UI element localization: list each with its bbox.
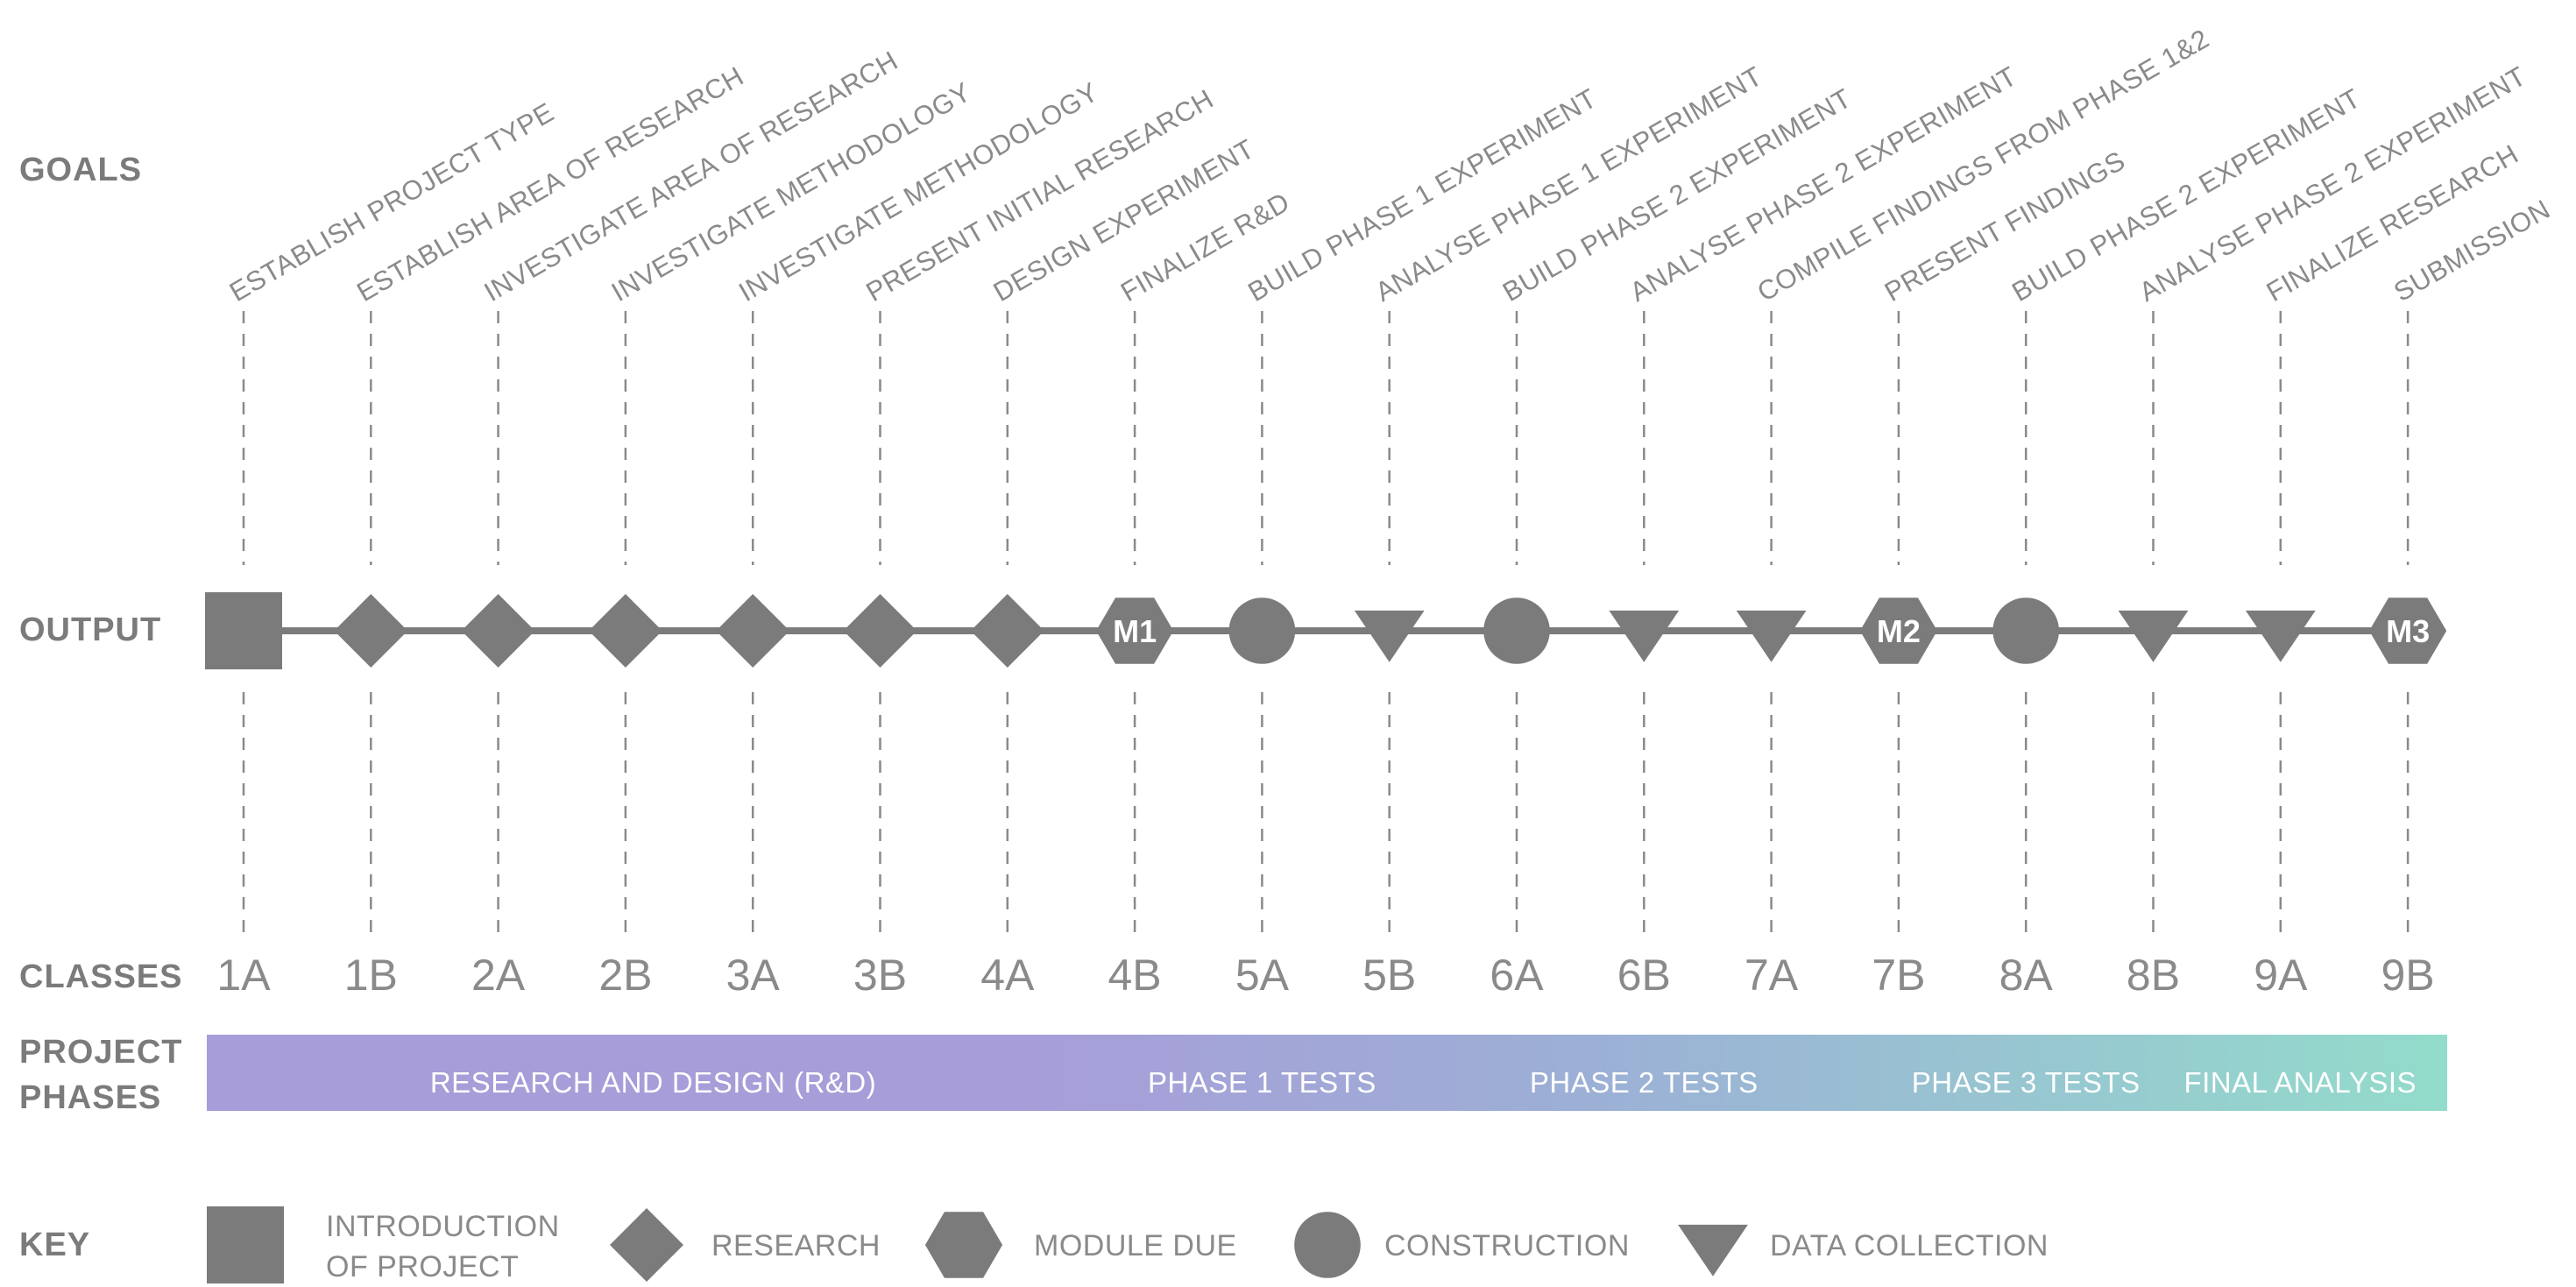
goal-label: COMPILE FINDINGS FROM PHASE 1&2 (1752, 23, 2215, 308)
class-label: 6B (1617, 951, 1671, 1000)
output-circle (1992, 598, 2059, 664)
key-square-icon (207, 1206, 284, 1283)
output-row-label: OUTPUT (19, 612, 161, 648)
class-label: 5A (1235, 951, 1290, 1000)
output-diamond (334, 594, 408, 668)
output-diamond (461, 594, 535, 668)
module-marker-label: M1 (1113, 613, 1157, 649)
module-marker-label: M3 (2386, 613, 2430, 649)
phase-labels: RESEARCH AND DESIGN (R&D) PHASE 1 TESTS PH… (430, 1066, 2417, 1099)
project-phases-bar (207, 1035, 2447, 1111)
goal-guide-lines (242, 311, 2410, 942)
class-label: 6A (1490, 951, 1544, 1000)
phase-label: FINAL ANALYSIS (2183, 1066, 2417, 1099)
class-label: 7A (1744, 951, 1799, 1000)
key-hexagon-icon (924, 1212, 1003, 1278)
output-triangle (1736, 610, 1807, 662)
key-label: RESEARCH (711, 1229, 881, 1262)
class-labels: 1A 1B 2A 2B 3A 3B 4A 4B 5A 5B 6A 6B 7A 7B 8A 8B 9A 9B (216, 951, 2434, 1000)
goals-row-label: GOALS (19, 152, 142, 188)
key-label-line2: OF PROJECT (326, 1250, 519, 1283)
key-label: MODULE DUE (1034, 1229, 1237, 1262)
class-label: 3B (853, 951, 907, 1000)
output-triangle (1354, 610, 1425, 662)
phase-label: PHASE 3 TESTS (1912, 1066, 2141, 1099)
project-phases-label-line1: PROJECT (19, 1034, 182, 1071)
class-label: 4A (980, 951, 1035, 1000)
key-triangle-icon (1678, 1224, 1748, 1276)
key-label: INTRODUCTION (326, 1210, 560, 1243)
key-label: DATA COLLECTION (1770, 1229, 2049, 1262)
output-circle (1228, 598, 1296, 664)
phase-label: PHASE 2 TESTS (1530, 1066, 1759, 1099)
class-label: 9B (2381, 951, 2435, 1000)
class-label: 8B (2127, 951, 2180, 1000)
classes-row-label: CLASSES (19, 958, 182, 995)
class-label: 7B (1872, 951, 1925, 1000)
output-triangle (1609, 610, 1680, 662)
class-label: 9A (2254, 951, 2308, 1000)
phase-label: RESEARCH AND DESIGN (R&D) (430, 1066, 876, 1099)
class-label: 1B (344, 951, 398, 1000)
output-diamond (843, 594, 917, 668)
class-label: 8A (1999, 951, 2054, 1000)
output-diamond (970, 594, 1044, 668)
output-diamond (588, 594, 662, 668)
class-label: 2A (471, 951, 526, 1000)
phase-label: PHASE 1 TESTS (1148, 1066, 1376, 1099)
class-label: 4B (1108, 951, 1162, 1000)
class-label: 5B (1362, 951, 1416, 1000)
output-markers: M1 M2 M3 (205, 592, 2447, 669)
module-marker-label: M2 (1877, 613, 1921, 649)
class-label: 2B (598, 951, 652, 1000)
class-label: 1A (216, 951, 271, 1000)
project-phases-label-line2: PHASES (19, 1079, 161, 1116)
output-diamond (716, 594, 790, 668)
output-square (205, 592, 282, 669)
key-label: CONSTRUCTION (1384, 1229, 1630, 1262)
output-triangle (2118, 610, 2189, 662)
output-hexagon (1096, 598, 1174, 664)
output-triangle (2245, 610, 2316, 662)
key-row-label: KEY (19, 1227, 90, 1263)
output-hexagon (1859, 598, 1937, 664)
output-circle (1483, 598, 1550, 664)
class-label: 3A (726, 951, 781, 1000)
key-circle-icon (1294, 1212, 1361, 1278)
output-hexagon (2369, 598, 2447, 664)
key-legend: INTRODUCTION OF PROJECT RESEARCH MODULE DUE… (207, 1206, 2049, 1283)
key-diamond-icon (610, 1208, 683, 1282)
